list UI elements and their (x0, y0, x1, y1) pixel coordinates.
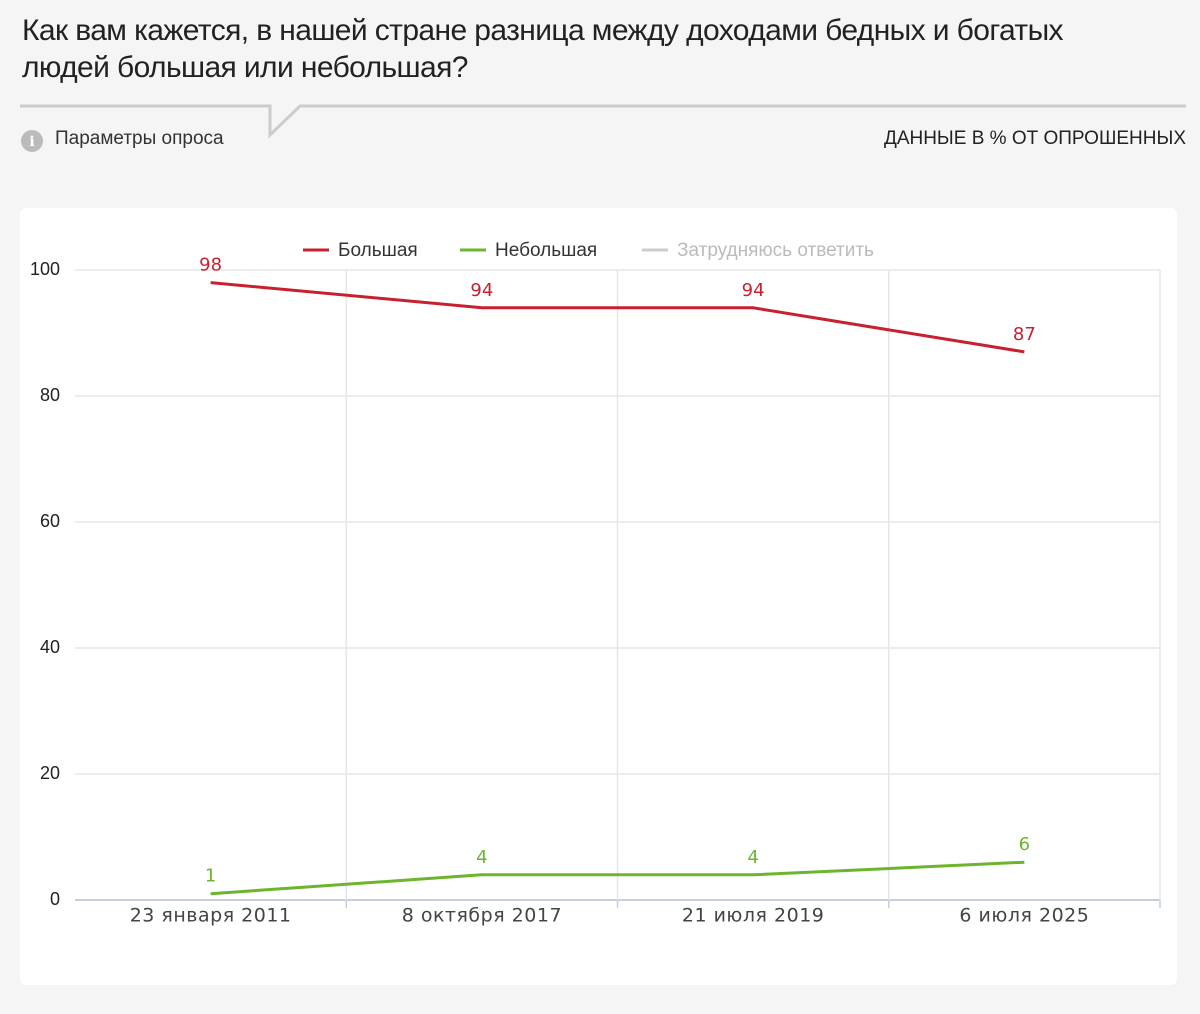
data-label: 4 (747, 847, 758, 868)
data-label: 94 (742, 280, 765, 301)
series-line (210, 860, 1025, 896)
y-tick-label: 0 (50, 889, 60, 909)
legend-label: Большая (338, 240, 418, 261)
data-label: 6 (1019, 834, 1030, 855)
title: Как вам кажется, в нашей стране разница … (22, 14, 1064, 84)
series-line (210, 281, 1025, 354)
y-tick-label: 40 (40, 637, 60, 657)
x-tick-label: 23 января 2011 (130, 905, 292, 927)
y-tick-label: 100 (30, 259, 60, 279)
x-tick-label: 21 июля 2019 (682, 905, 825, 927)
header-rule (20, 104, 1186, 139)
survey-params[interactable]: Параметры опроса (55, 128, 224, 149)
data-label: 87 (1013, 324, 1036, 345)
y-tick-label: 80 (40, 385, 60, 405)
info-icon-glyph: i (29, 134, 34, 150)
data-label: 4 (476, 847, 487, 868)
data-label: 94 (470, 280, 493, 301)
info-icon[interactable] (21, 130, 43, 152)
legend-label: Небольшая (495, 240, 597, 261)
x-tick-label: 6 июля 2025 (959, 905, 1089, 927)
data-label: 1 (205, 866, 216, 887)
header-decoration: i (20, 104, 1186, 152)
data-label: 98 (199, 255, 222, 276)
units-note: ДАННЫЕ В % ОТ ОПРОШЕННЫХ (883, 128, 1186, 149)
y-tick-label: 60 (40, 511, 60, 531)
y-tick-label: 20 (40, 763, 60, 783)
x-tick-label: 8 октября 2017 (402, 905, 562, 927)
legend-label: Затрудняюсь ответить (677, 240, 874, 261)
chart-card (20, 208, 1177, 985)
